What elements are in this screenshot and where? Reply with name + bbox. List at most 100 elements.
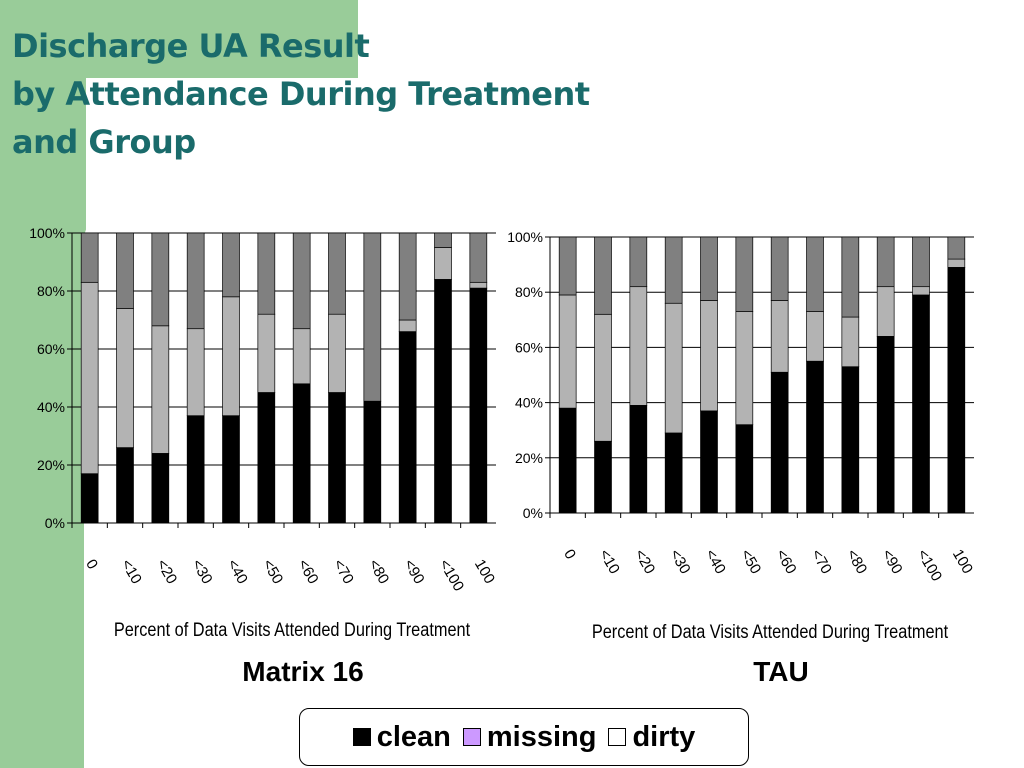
x-tick-label-tau: <40	[702, 547, 729, 578]
bar-segment-dirty-tau	[700, 236, 718, 301]
bar-segment-dirty-matrix	[151, 232, 170, 327]
x-tick-label-matrix: <40	[224, 557, 251, 588]
legend: clean missing dirty	[299, 708, 749, 766]
bar-segment-dirty-matrix	[222, 232, 240, 298]
bar-segment-dirty-tau	[841, 236, 860, 318]
x-tick-label-matrix: <10	[118, 557, 145, 588]
legend-label-dirty: dirty	[632, 720, 696, 753]
bar-segment-clean-tau	[664, 432, 683, 514]
bar-segment-missing-matrix	[469, 281, 488, 289]
bar-segment-clean-matrix	[292, 383, 311, 524]
bar-segment-missing-tau	[912, 286, 930, 296]
x-tick-label-matrix: <50	[259, 557, 286, 588]
x-tick-label-matrix: <100	[436, 557, 468, 595]
y-tick-label-tau: 20%	[515, 450, 543, 466]
chart-group-label-matrix: Matrix 16	[242, 656, 364, 687]
bar-segment-dirty-tau	[806, 236, 824, 312]
bar-segment-missing-matrix	[398, 319, 417, 332]
bar-segment-missing-matrix	[328, 313, 346, 393]
bar-segment-missing-tau	[700, 300, 718, 412]
content-panel	[84, 212, 1024, 768]
bar-segment-dirty-matrix	[398, 232, 417, 321]
y-tick-label-matrix: 80%	[37, 283, 65, 299]
bar-segment-clean-matrix	[186, 415, 205, 524]
bar-segment-clean-matrix	[469, 287, 488, 524]
bar-segment-clean-tau	[700, 410, 718, 514]
bar-segment-missing-tau	[558, 294, 577, 409]
bar-segment-dirty-matrix	[363, 232, 382, 402]
x-tick-label-matrix: <60	[294, 557, 321, 588]
legend-item-missing: missing	[462, 720, 597, 754]
x-tick-label-tau: <70	[808, 547, 835, 578]
y-tick-label-matrix: 20%	[37, 457, 65, 473]
bar-segment-dirty-tau	[594, 236, 612, 315]
bar-segment-missing-tau	[947, 258, 966, 268]
bar-segment-dirty-tau	[664, 236, 683, 304]
x-tick-label-tau: <50	[737, 547, 764, 578]
x-axis-title-tau: Percent of Data Visits Attended During T…	[592, 621, 948, 642]
x-tick-label-tau: 100	[949, 547, 976, 577]
x-tick-label-tau: <100	[914, 547, 946, 585]
x-tick-label-matrix: <90	[400, 557, 427, 588]
x-tick-label-matrix: 0	[82, 557, 101, 573]
legend-swatch-dirty	[608, 728, 627, 746]
legend-label-missing: missing	[486, 720, 597, 753]
legend-swatch-clean	[352, 728, 371, 746]
bar-segment-dirty-tau	[876, 236, 895, 288]
bar-segment-dirty-matrix	[434, 232, 452, 248]
bar-segment-missing-tau	[664, 302, 683, 434]
bar-segment-clean-tau	[947, 267, 966, 514]
bar-segment-clean-matrix	[116, 447, 134, 524]
bar-segment-dirty-matrix	[292, 232, 311, 330]
bar-segment-dirty-matrix	[328, 232, 346, 315]
bar-segment-missing-matrix	[222, 296, 240, 417]
bar-segment-clean-tau	[770, 371, 789, 514]
bar-segment-clean-tau	[806, 360, 824, 514]
bar-segment-dirty-tau	[735, 236, 754, 312]
x-tick-label-tau: <30	[666, 547, 693, 578]
bar-segment-dirty-matrix	[186, 232, 205, 330]
x-axis-title-matrix: Percent of Data Visits Attended During T…	[114, 619, 470, 640]
bar-segment-clean-matrix	[434, 279, 452, 524]
x-tick-label-tau: 0	[560, 547, 579, 563]
x-tick-label-matrix: <20	[153, 557, 180, 588]
bar-segment-missing-tau	[876, 286, 895, 337]
slide-title: Discharge UA Result by Attendance During…	[12, 22, 590, 166]
bar-segment-clean-tau	[912, 294, 930, 514]
y-tick-label-tau: 60%	[515, 339, 543, 355]
x-tick-label-tau: <20	[631, 547, 658, 578]
bar-segment-clean-tau	[876, 336, 895, 514]
chart-group-label-tau: TAU	[753, 656, 809, 687]
bar-segment-clean-matrix	[398, 331, 417, 524]
y-tick-label-tau: 100%	[507, 229, 543, 245]
bar-segment-missing-tau	[806, 311, 824, 362]
bar-segment-dirty-matrix	[116, 232, 134, 309]
bar-segment-clean-matrix	[257, 392, 276, 524]
bar-segment-missing-matrix	[186, 328, 205, 417]
title-line-2: by Attendance During Treatment	[12, 75, 590, 113]
bar-segment-missing-tau	[594, 313, 612, 442]
legend-item-dirty: dirty	[608, 721, 695, 754]
bar-segment-missing-tau	[770, 300, 789, 373]
x-tick-label-tau: <80	[843, 547, 870, 578]
bar-segment-clean-tau	[594, 440, 612, 514]
bar-segment-clean-matrix	[80, 473, 99, 524]
bar-segment-clean-matrix	[328, 392, 346, 524]
legend-swatch-missing	[462, 728, 481, 746]
bar-segment-missing-tau	[629, 286, 648, 406]
bar-segment-clean-tau	[558, 407, 577, 514]
x-tick-label-matrix: <30	[188, 557, 215, 588]
bar-segment-clean-tau	[735, 424, 754, 514]
x-tick-label-tau: <60	[772, 547, 799, 578]
title-line-1: Discharge UA Result	[12, 27, 370, 65]
bar-segment-missing-matrix	[434, 247, 452, 280]
bar-segment-clean-tau	[629, 405, 648, 514]
legend-item-clean: clean	[352, 721, 451, 754]
bar-segment-missing-tau	[841, 316, 860, 368]
y-tick-label-matrix: 0%	[45, 515, 65, 531]
y-tick-label-tau: 40%	[515, 395, 543, 411]
y-tick-label-tau: 80%	[515, 284, 543, 300]
bar-segment-clean-matrix	[222, 415, 240, 524]
bar-segment-clean-tau	[841, 366, 860, 514]
x-tick-label-matrix: 100	[471, 557, 498, 587]
